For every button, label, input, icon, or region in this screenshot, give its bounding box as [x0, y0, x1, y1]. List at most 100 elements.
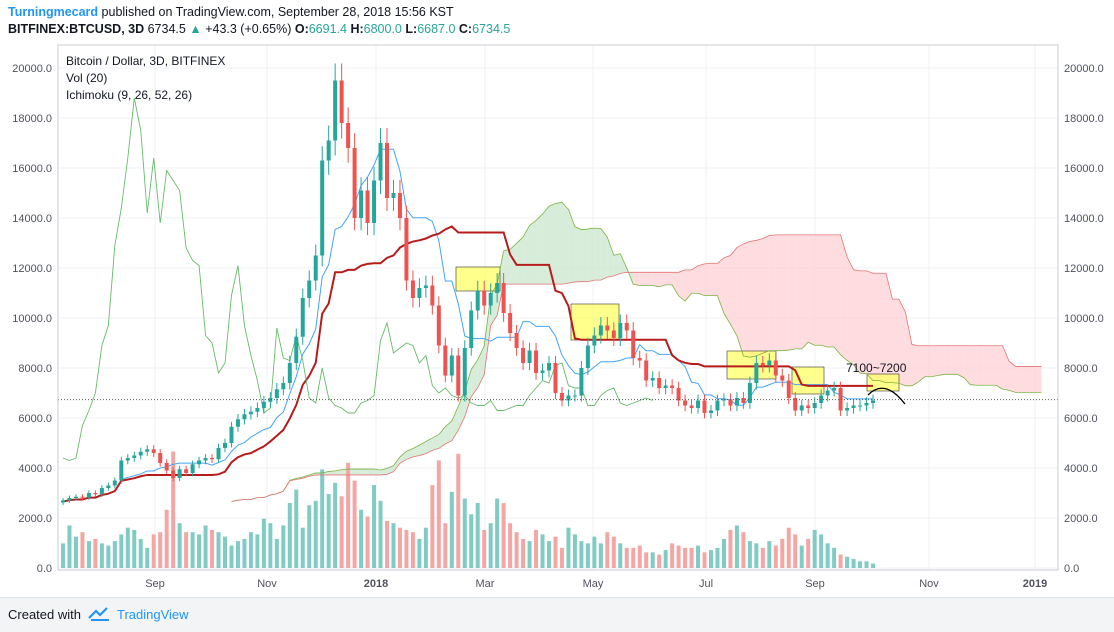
candle-body[interactable]: [786, 380, 791, 399]
candle-body[interactable]: [605, 325, 610, 331]
candle-body[interactable]: [210, 458, 215, 460]
candle-body[interactable]: [158, 453, 163, 463]
candle-body[interactable]: [663, 385, 668, 389]
price-chart[interactable]: 20000.0 20000.0 18000.0 18000.0 16000.0 16000…: [0, 42, 1114, 597]
projection-arc[interactable]: [867, 387, 906, 405]
candle-body[interactable]: [547, 363, 551, 371]
candle-body[interactable]: [495, 283, 500, 293]
candle-body[interactable]: [799, 405, 804, 411]
candle-body[interactable]: [171, 470, 176, 479]
candle-body[interactable]: [397, 193, 402, 218]
candle-body[interactable]: [197, 460, 202, 465]
candle-body[interactable]: [339, 80, 344, 124]
candle-body[interactable]: [825, 390, 830, 396]
candle-body[interactable]: [832, 388, 837, 391]
candle-body[interactable]: [469, 310, 474, 349]
candle-body[interactable]: [86, 493, 91, 498]
tradingview-brand-link[interactable]: TradingView: [117, 607, 189, 622]
candle-body[interactable]: [378, 143, 383, 181]
candle-body[interactable]: [845, 408, 850, 411]
candle-body[interactable]: [73, 496, 78, 498]
candle-body[interactable]: [417, 288, 422, 298]
candle-body[interactable]: [223, 443, 227, 448]
candle-body[interactable]: [514, 333, 519, 348]
candle-body[interactable]: [864, 403, 869, 406]
candle-body[interactable]: [177, 469, 182, 478]
candle-body[interactable]: [261, 401, 266, 408]
candle-body[interactable]: [553, 363, 558, 393]
candle-body[interactable]: [637, 358, 642, 361]
candle-body[interactable]: [741, 398, 746, 403]
candle-body[interactable]: [540, 370, 545, 374]
candle-body[interactable]: [352, 148, 357, 218]
candle-body[interactable]: [501, 283, 506, 313]
highlight-box[interactable]: [866, 373, 900, 392]
candle-body[interactable]: [709, 410, 713, 414]
candle-body[interactable]: [443, 345, 448, 376]
candle-body[interactable]: [858, 405, 863, 407]
candle-body[interactable]: [644, 360, 649, 381]
candle-body[interactable]: [274, 389, 279, 398]
candle-body[interactable]: [592, 335, 597, 346]
candle-body[interactable]: [145, 449, 150, 452]
candle-body[interactable]: [508, 313, 513, 333]
candle-body[interactable]: [132, 455, 137, 459]
candle-body[interactable]: [683, 400, 688, 406]
candle-body[interactable]: [482, 290, 487, 306]
candle-body[interactable]: [670, 385, 675, 389]
author-link[interactable]: Turningmecard: [8, 5, 99, 19]
candle-body[interactable]: [67, 498, 72, 501]
highlight-box[interactable]: [791, 366, 825, 395]
candle-body[interactable]: [721, 399, 726, 401]
candle-body[interactable]: [423, 285, 428, 289]
candle-body[interactable]: [436, 305, 441, 346]
candle-body[interactable]: [754, 363, 759, 383]
candle-body[interactable]: [475, 290, 480, 311]
candle-body[interactable]: [235, 419, 240, 427]
candle-body[interactable]: [559, 393, 564, 401]
candle-body[interactable]: [631, 330, 636, 359]
candle-body[interactable]: [164, 463, 169, 471]
candle-body[interactable]: [93, 493, 98, 495]
candle-body[interactable]: [106, 485, 111, 489]
candle-body[interactable]: [488, 293, 493, 306]
candle-body[interactable]: [268, 398, 273, 402]
candle-body[interactable]: [838, 388, 843, 411]
candle-body[interactable]: [125, 458, 130, 461]
candle-body[interactable]: [404, 218, 409, 281]
candle-body[interactable]: [618, 323, 623, 338]
candle-body[interactable]: [689, 405, 694, 409]
volume-indicator-label[interactable]: Vol (20): [66, 71, 107, 85]
candle-body[interactable]: [449, 355, 454, 376]
candle-body[interactable]: [773, 360, 778, 376]
candle-body[interactable]: [598, 325, 603, 336]
candle-body[interactable]: [61, 500, 65, 503]
candle-body[interactable]: [760, 363, 765, 366]
candle-body[interactable]: [734, 398, 739, 406]
candle-body[interactable]: [566, 395, 571, 401]
candle-body[interactable]: [702, 400, 707, 414]
candle-body[interactable]: [793, 398, 798, 411]
candle-body[interactable]: [242, 414, 247, 420]
candle-body[interactable]: [657, 378, 662, 388]
candle-body[interactable]: [151, 449, 156, 453]
ichimoku-indicator-label[interactable]: Ichimoku (9, 26, 52, 26): [66, 88, 192, 102]
candle-body[interactable]: [572, 395, 577, 397]
candle-body[interactable]: [300, 298, 305, 337]
candle-body[interactable]: [715, 400, 720, 411]
candle-body[interactable]: [650, 378, 655, 381]
candle-body[interactable]: [287, 363, 292, 383]
candle-body[interactable]: [119, 460, 124, 481]
candle-body[interactable]: [184, 469, 189, 473]
tradingview-logo-icon[interactable]: [88, 605, 112, 623]
candle-body[interactable]: [99, 488, 104, 495]
candle-body[interactable]: [294, 336, 299, 363]
candle-body[interactable]: [320, 160, 325, 256]
candle-body[interactable]: [138, 451, 143, 456]
candle-body[interactable]: [391, 193, 396, 198]
candle-body[interactable]: [307, 280, 312, 299]
candle-body[interactable]: [255, 408, 260, 412]
candle-body[interactable]: [676, 388, 681, 401]
candle-body[interactable]: [346, 123, 351, 148]
candle-body[interactable]: [611, 330, 616, 339]
